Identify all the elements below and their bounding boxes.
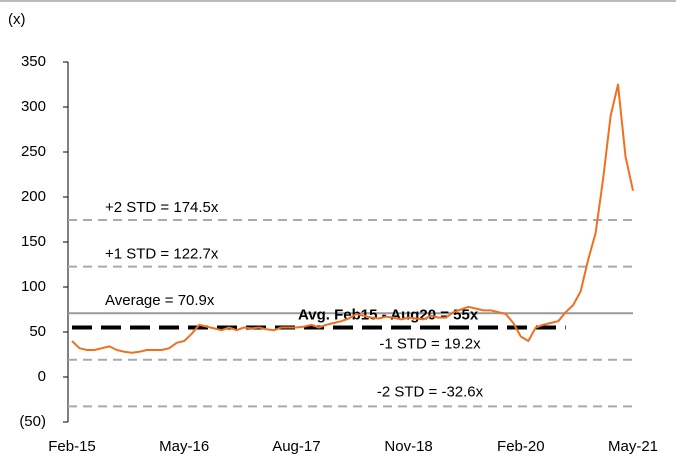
data-line	[71, 83, 634, 354]
x-tick-label: Feb-15	[48, 438, 96, 455]
x-tick-label: May-21	[608, 438, 658, 455]
unit-label: (x)	[8, 11, 26, 28]
y-tick-label: 0	[38, 368, 46, 385]
reference-label: Avg. Feb15 - Aug20 = 55x	[298, 306, 479, 323]
y-tick-label: 350	[21, 53, 46, 70]
y-tick-label: 250	[21, 143, 46, 160]
reference-label: -2 STD = -32.6x	[377, 383, 484, 400]
x-tick-label: May-16	[159, 438, 209, 455]
y-tick-label: 150	[21, 233, 46, 250]
x-tick-label: Nov-18	[384, 438, 432, 455]
reference-label: +1 STD = 122.7x	[105, 246, 219, 263]
reference-label: -1 STD = 19.2x	[379, 335, 481, 352]
reference-label: +2 STD = 174.5x	[105, 199, 219, 216]
x-tick-label: Feb-20	[497, 438, 545, 455]
y-tick-label: 300	[21, 98, 46, 115]
reference-label: Average = 70.9x	[105, 292, 215, 309]
y-tick-label: 50	[29, 323, 46, 340]
y-tick-label: 200	[21, 188, 46, 205]
y-tick-label: 100	[21, 278, 46, 295]
y-tick-label: (50)	[19, 413, 46, 430]
x-tick-label: Aug-17	[272, 438, 320, 455]
